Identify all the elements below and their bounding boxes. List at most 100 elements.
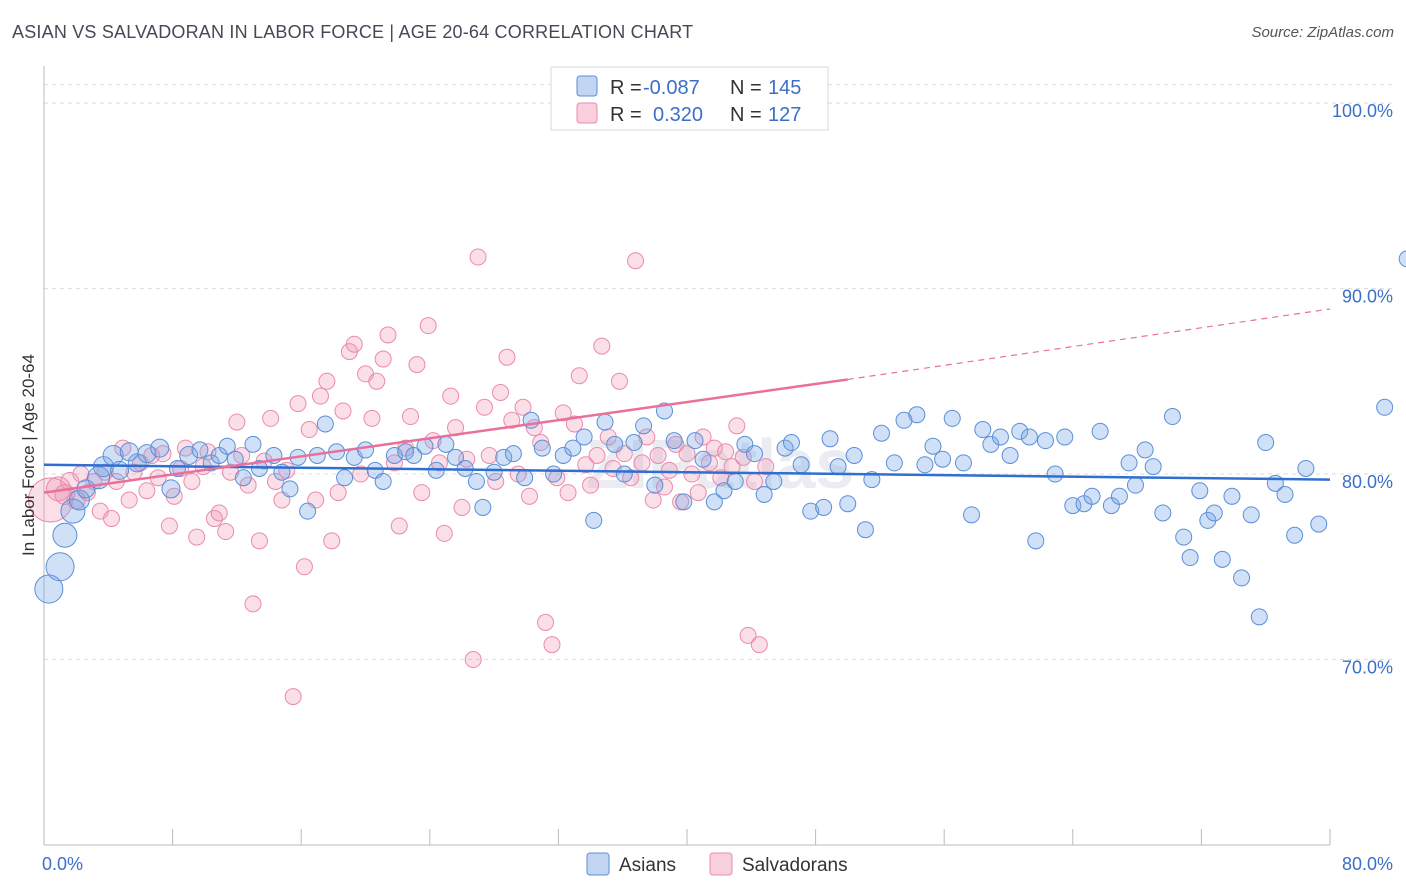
asian-point [1310,515,1328,533]
asian-point [916,456,934,474]
asian-point [908,406,926,424]
salvadoran-trend-line [43,378,848,494]
asian-point [68,489,90,511]
asian-point [873,424,891,442]
salvadoran-point [311,387,329,405]
legend-n-label: N = [730,77,762,99]
asian-point [316,415,334,433]
asian-points [34,250,1406,626]
salvadoran-point [250,532,268,550]
asian-point [495,448,513,466]
salvadoran-point [402,408,420,426]
salvadoran-point [442,387,460,405]
salvadoran-point [103,510,121,528]
salvadoran-point [374,350,392,368]
asian-point [504,445,522,463]
salvadoran-point [244,595,262,613]
asian-point [782,434,800,452]
asian-point [1257,434,1275,452]
salvadoran-point [739,626,757,644]
asian-point [467,472,485,490]
salvadoran-point [464,651,482,669]
salvadoran-points [27,248,775,706]
salvadoran-point [379,326,397,344]
asian-point [405,447,423,464]
salvadoran-point [138,482,156,500]
y-axis-title: In Labor Force | Age 20-64 [19,354,38,556]
chart-title: ASIAN VS SALVADORAN IN LABOR FORCE | AGE… [12,22,694,42]
asian-point [234,469,252,487]
salvadoran-point [498,348,516,366]
salvadoran-point [582,476,600,494]
asian-point [397,443,415,461]
asian-point [686,432,704,450]
asian-point [1083,487,1101,505]
salvadoran-point [289,395,307,413]
salvadoran-point [627,252,645,270]
legend-n-value: 145 [768,77,801,99]
asian-point [281,480,299,498]
salvadoran-point [543,636,561,654]
salvadoran-point [475,398,493,416]
asian-point [1223,487,1241,505]
asian-point [1205,504,1223,522]
salvadoran-point [757,458,775,476]
asian-point [1046,465,1064,483]
asian-point [615,465,633,483]
asian-point [447,448,465,466]
salvadoran-point [649,447,667,464]
asian-point [1020,428,1038,446]
asian-point [1376,398,1394,416]
asian-point [821,430,839,448]
legend-r-label: R = [610,104,642,126]
asian-point [635,417,653,435]
salvadoran-point [300,421,318,439]
salvadoran-point [228,413,246,431]
salvadoran-point [644,491,662,509]
asian-point [802,502,820,520]
salvadoran-point [183,472,201,490]
asian-point [1136,441,1154,459]
asian-point [1120,454,1138,472]
asian-point [746,445,764,463]
asian-point [191,441,209,459]
asian-point [815,498,833,516]
asian-point [1091,422,1109,440]
asian-point [963,506,981,524]
legend-n-label: N = [730,104,762,126]
asian-point [1181,549,1199,567]
asian-point [596,413,614,431]
asian-point [1126,476,1144,494]
x-tick-label: 0.0% [42,854,83,874]
asian-point [1297,459,1315,477]
asian-point [1398,250,1406,268]
bottom-legend: Asians Salvadorans [586,852,848,876]
asian-point [829,458,847,476]
salvadoran-point [717,443,735,461]
asian-point [1286,526,1304,544]
asian-point [1233,569,1251,587]
asian-point [755,485,773,503]
y-tick-label: 70.0% [1342,658,1393,678]
asian-point [110,460,130,480]
asian-point [485,463,503,481]
asian-point [924,437,942,455]
y-tick-label: 90.0% [1342,287,1393,307]
legend-asian-swatch [576,75,598,97]
asian-point [1056,428,1074,446]
asian-point [52,522,78,548]
bottom-legend-asians: Asians [619,855,676,876]
salvadoran-point [728,417,746,435]
salvadoran-point [160,517,178,535]
asian-trend-line [43,463,1331,481]
legend-r-value: -0.087 [643,77,700,99]
salvadoran-point [323,532,341,550]
asian-point [974,421,992,439]
asian-point [1110,487,1128,505]
asian-point [1001,447,1019,464]
axes [43,66,1331,846]
y-tick-label: 80.0% [1342,472,1393,492]
asian-point [625,434,643,452]
asian-point [646,476,664,494]
